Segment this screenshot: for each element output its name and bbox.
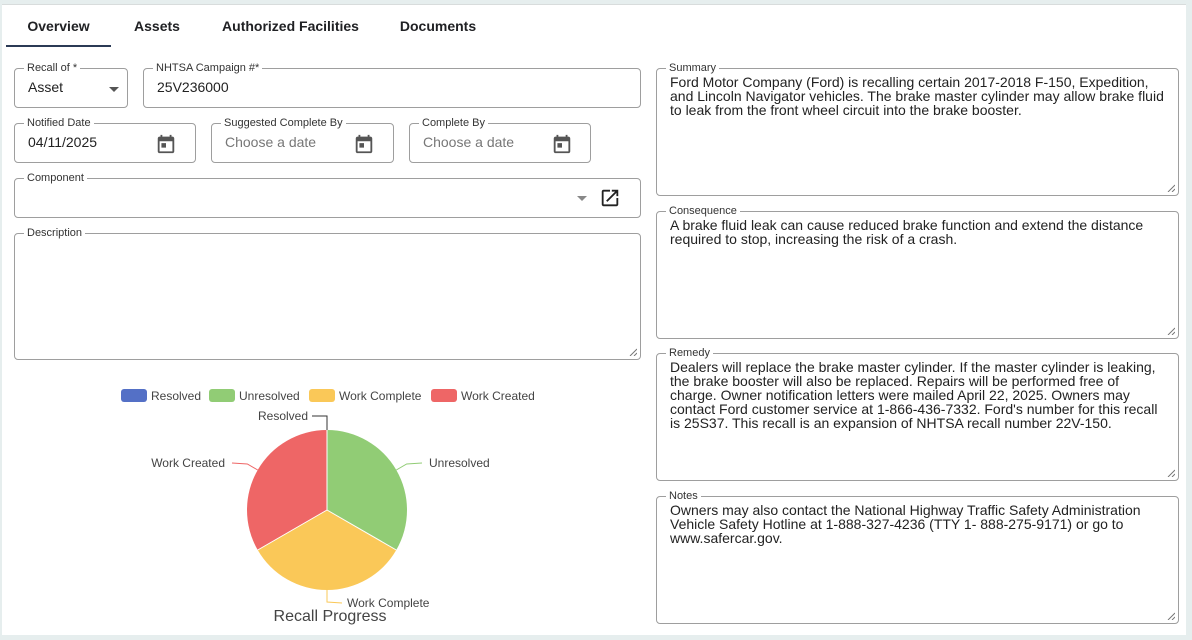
recall-of-select[interactable]: Recall of * Asset [14,61,128,108]
tab-authorized-facilities[interactable]: Authorized Facilities [222,18,359,34]
legend-label: Unresolved [239,389,300,403]
remedy-textarea[interactable]: Remedy Dealers will replace the brake ma… [656,346,1179,481]
tab-overview[interactable]: Overview [6,5,111,47]
remedy-label: Remedy [666,346,713,360]
pie-slice-unresolved[interactable] [327,430,407,550]
suggested-complete-by-label: Suggested Complete By [221,116,346,130]
tab-documents[interactable]: Documents [399,18,477,34]
legend-swatch [309,389,335,402]
complete-by-placeholder: Choose a date [423,134,515,150]
legend-label: Resolved [151,389,202,403]
pie-leader-line-unresolved [396,462,423,471]
calendar-icon[interactable] [155,133,177,155]
chevron-down-icon[interactable] [577,196,587,201]
suggested-complete-by-placeholder: Choose a date [225,134,317,150]
resize-handle-icon[interactable] [1167,184,1175,192]
legend-label: Work Created [461,389,535,403]
pie-leader-line-work-complete [326,590,343,604]
notified-date-field[interactable]: Notified Date 04/11/2025 [14,116,196,163]
notes-text: Owners may also contact the National Hig… [670,502,1141,546]
pie-label-resolved: Resolved [258,409,308,423]
remedy-text: Dealers will replace the brake master cy… [670,359,1158,431]
pie-slice-separator [257,509,328,551]
pie-leader-line-resolved [312,415,328,430]
consequence-label: Consequence [666,204,740,218]
resize-handle-icon[interactable] [1167,612,1175,620]
suggested-complete-by-field[interactable]: Suggested Complete By Choose a date [211,116,394,163]
complete-by-field[interactable]: Complete By Choose a date [409,116,591,163]
description-textarea[interactable]: Description [14,226,641,360]
resize-handle-icon[interactable] [629,348,637,356]
pie-label-unresolved: Unresolved [429,456,490,470]
chevron-down-icon [109,87,119,92]
pie-leader-line-work-created [231,462,258,471]
summary-text: Ford Motor Company (Ford) is recalling c… [670,74,1164,118]
tab-bar: Overview Assets Authorized Facilities Do… [2,5,1186,47]
campaign-number-field[interactable]: NHTSA Campaign #* 25V236000 [143,61,641,108]
component-label: Component [24,171,87,185]
campaign-number-value: 25V236000 [157,79,229,95]
resize-handle-icon[interactable] [1167,469,1175,477]
campaign-number-label: NHTSA Campaign #* [153,61,263,75]
legend-label: Work Complete [339,389,422,403]
open-in-new-icon[interactable] [599,187,621,209]
notified-date-value: 04/11/2025 [28,134,98,150]
legend-swatch [209,389,235,402]
description-label: Description [24,226,86,240]
recall-of-value: Asset [28,79,64,95]
consequence-text: A brake fluid leak can cause reduced bra… [670,217,1144,247]
legend-swatch [431,389,457,402]
component-select[interactable]: Component [14,171,641,218]
resize-handle-icon[interactable] [1167,327,1175,335]
pie-label-work-complete: Work Complete [347,596,430,610]
calendar-icon[interactable] [551,133,573,155]
pie-slice-separator [326,509,397,551]
complete-by-label: Complete By [419,116,488,130]
pie-chart: Resolved Unresolved Work Complete Work Crea… [151,409,490,610]
pie-slice-work-created[interactable] [247,430,327,550]
consequence-textarea[interactable]: Consequence A brake fluid leak can cause… [656,204,1179,339]
recall-panel: Overview Assets Authorized Facilities Do… [2,4,1186,635]
pie-label-work-created: Work Created [151,456,225,470]
summary-label: Summary [666,61,720,75]
notified-date-label: Notified Date [24,116,94,130]
chart-title: Recall Progress [273,608,387,625]
summary-textarea[interactable]: Summary Ford Motor Company (Ford) is rec… [656,61,1179,196]
calendar-icon[interactable] [353,133,375,155]
notes-textarea[interactable]: Notes Owners may also contact the Nation… [656,489,1179,624]
tab-assets[interactable]: Assets [134,18,180,34]
legend-swatch [121,389,147,402]
recall-of-label: Recall of * [24,61,80,75]
notes-label: Notes [666,489,701,503]
